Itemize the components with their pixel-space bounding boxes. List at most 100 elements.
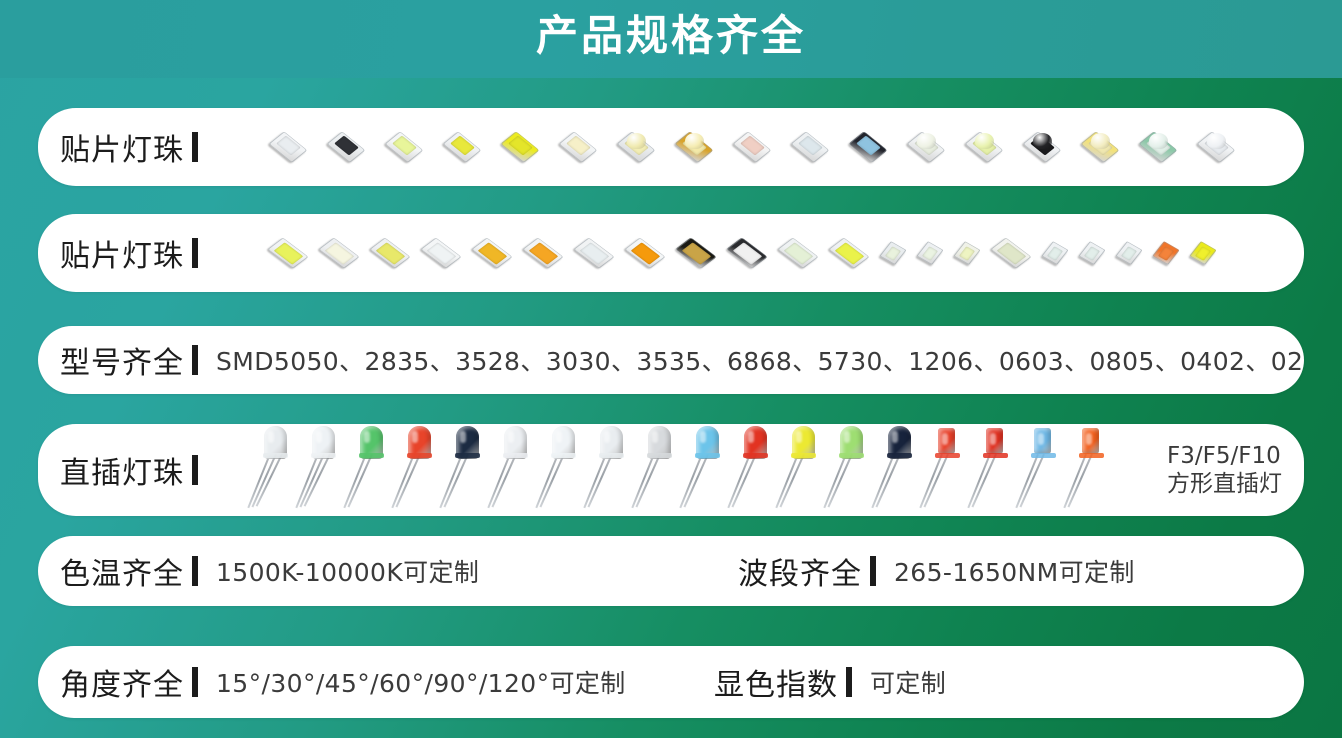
dip-yellow-image	[775, 424, 828, 516]
smd-chip-b-image	[915, 236, 945, 270]
smd-clear-flat-image	[419, 231, 463, 275]
label-divider-bar	[192, 455, 198, 485]
smd-chip-a-image	[878, 236, 908, 270]
smd-lime-phosphor-image	[382, 125, 426, 169]
smd-clear-green-1-image	[1040, 236, 1070, 270]
smd-yellow-cube-image	[1188, 236, 1218, 270]
row-card-smd-1: 贴片灯珠	[38, 108, 1304, 186]
led-image-strip-dip	[247, 424, 1164, 516]
row-label-smd-1: 贴片灯珠	[60, 133, 184, 168]
led-image-strip-smd-2	[266, 214, 1294, 292]
smd-gold-dome-image	[672, 125, 716, 169]
row-label-smd-2: 贴片灯珠	[60, 239, 184, 274]
page-title: 产品规格齐全	[535, 11, 806, 60]
row-value-angle: 15°/30°/45°/60°/90°/120°可定制	[216, 669, 626, 698]
smd-clear-green-3-image	[1114, 236, 1144, 270]
smd-yellow-flat-image	[368, 231, 412, 275]
row-label-dip: 直插灯珠	[60, 456, 184, 491]
led-image-strip-smd-1	[266, 108, 1294, 186]
dip-red-rect-2-image	[967, 424, 1020, 516]
row-label-group-dip: 直插灯珠	[60, 448, 198, 492]
row-angle-content: 角度齐全 15°/30°/45°/60°/90°/120°可定制	[60, 660, 626, 704]
smd-lime-flat-image	[266, 231, 310, 275]
row-value-cct: 1500K-10000K可定制	[216, 558, 480, 587]
dip-clear-3lead-image	[295, 424, 348, 516]
dip-skyblue-image	[679, 424, 732, 516]
row-card-models: 型号齐全 SMD5050、2835、3528、3030、3535、6868、57…	[38, 326, 1304, 394]
label-divider-bar	[192, 667, 198, 697]
smd-yellow-phosphor-image	[440, 125, 484, 169]
smd-green-phosphor-image	[962, 125, 1006, 169]
smd-clear-dome-image	[1194, 125, 1238, 169]
dip-clear-small-image	[583, 424, 636, 516]
smd-gold-black-image	[674, 231, 718, 275]
row-value-wavelength: 265-1650NM可定制	[894, 558, 1135, 587]
dip-red-image	[391, 424, 444, 516]
row-wavelength-content: 波段齐全 265-1650NM可定制	[738, 549, 1135, 593]
row-label-angle: 角度齐全	[60, 668, 184, 703]
smd-lime-square-image	[827, 231, 871, 275]
smd-green-dome-image	[1136, 125, 1180, 169]
dip-frosted-image	[487, 424, 540, 516]
smd-black-chip-image	[324, 125, 368, 169]
smd-orange-round-image	[623, 231, 667, 275]
dip-white-3lead-image	[247, 424, 300, 516]
smd-black-blue-image	[846, 125, 890, 169]
dip-note-block: F3/F5/F10 方形直插灯	[1167, 442, 1282, 498]
row-label-cct: 色温齐全	[60, 557, 184, 592]
dip-note-line1: F3/F5/F10	[1167, 442, 1281, 469]
row-cri-content: 显色指数 可定制	[714, 660, 946, 704]
smd-dual-chip-image	[556, 125, 600, 169]
dip-red-rect-image	[919, 424, 972, 516]
smd-pale-green-image	[776, 231, 820, 275]
dip-note-line2: 方形直插灯	[1167, 471, 1282, 497]
smd-amber-dome-image	[1078, 125, 1122, 169]
dip-orange-top-image	[1063, 424, 1116, 516]
row-value-models: SMD5050、2835、3528、3030、3535、6868、5730、12…	[216, 347, 1304, 376]
dip-clear-large-image	[535, 424, 588, 516]
smd-clear-lens-image	[788, 125, 832, 169]
page-header: 产品规格齐全	[0, 0, 1342, 78]
label-divider-bar	[192, 345, 198, 375]
row-card-cct: 色温齐全 1500K-10000K可定制 波段齐全 265-1650NM可定制	[38, 536, 1304, 606]
row-label-group-smd-2: 贴片灯珠	[60, 231, 198, 275]
row-value-cri: 可定制	[870, 669, 947, 698]
smd-black-dome-image	[1020, 125, 1064, 169]
label-divider-bar	[192, 132, 198, 162]
dip-green-image	[343, 424, 396, 516]
row-label-models: 型号齐全	[60, 346, 184, 381]
smd-black-dot-image	[725, 231, 769, 275]
smd-pink-chip-image	[730, 125, 774, 169]
smd-white-dome-image	[904, 125, 948, 169]
smd-white-ceramic-image	[266, 125, 310, 169]
label-divider-bar	[870, 556, 876, 586]
row-label-cri: 显色指数	[714, 668, 838, 703]
label-divider-bar	[192, 238, 198, 268]
smd-white-multi-image	[572, 231, 616, 275]
dip-navy-image	[439, 424, 492, 516]
dip-darknavy-image	[871, 424, 924, 516]
label-divider-bar	[192, 556, 198, 586]
smd-yellow-bright-image	[498, 125, 542, 169]
dip-blue-rect-image	[1015, 424, 1068, 516]
smd-chip-c-image	[952, 236, 982, 270]
row-cct-content: 色温齐全 1500K-10000K可定制	[60, 549, 479, 593]
row-card-smd-2: 贴片灯珠	[38, 214, 1304, 292]
smd-pcb-module-image	[989, 231, 1033, 275]
smd-amber-half-image	[470, 231, 514, 275]
dip-lightgreen-image	[823, 424, 876, 516]
row-label-wavelength: 波段齐全	[738, 557, 862, 592]
row-card-angle: 角度齐全 15°/30°/45°/60°/90°/120°可定制 显色指数 可定…	[38, 646, 1304, 718]
dip-grey-image	[631, 424, 684, 516]
smd-dome-warm-image	[614, 125, 658, 169]
row-label-group-smd-1: 贴片灯珠	[60, 125, 198, 169]
smd-orange-half-image	[521, 231, 565, 275]
smd-orange-cube-image	[1151, 236, 1181, 270]
smd-white-flat-image	[317, 231, 361, 275]
dip-red-2-image	[727, 424, 780, 516]
row-card-dip: 直插灯珠 F3/F5/F10 方形直插灯	[38, 424, 1304, 516]
label-divider-bar	[846, 667, 852, 697]
row-models-content: 型号齐全 SMD5050、2835、3528、3030、3535、6868、57…	[60, 338, 1304, 382]
smd-clear-green-2-image	[1077, 236, 1107, 270]
